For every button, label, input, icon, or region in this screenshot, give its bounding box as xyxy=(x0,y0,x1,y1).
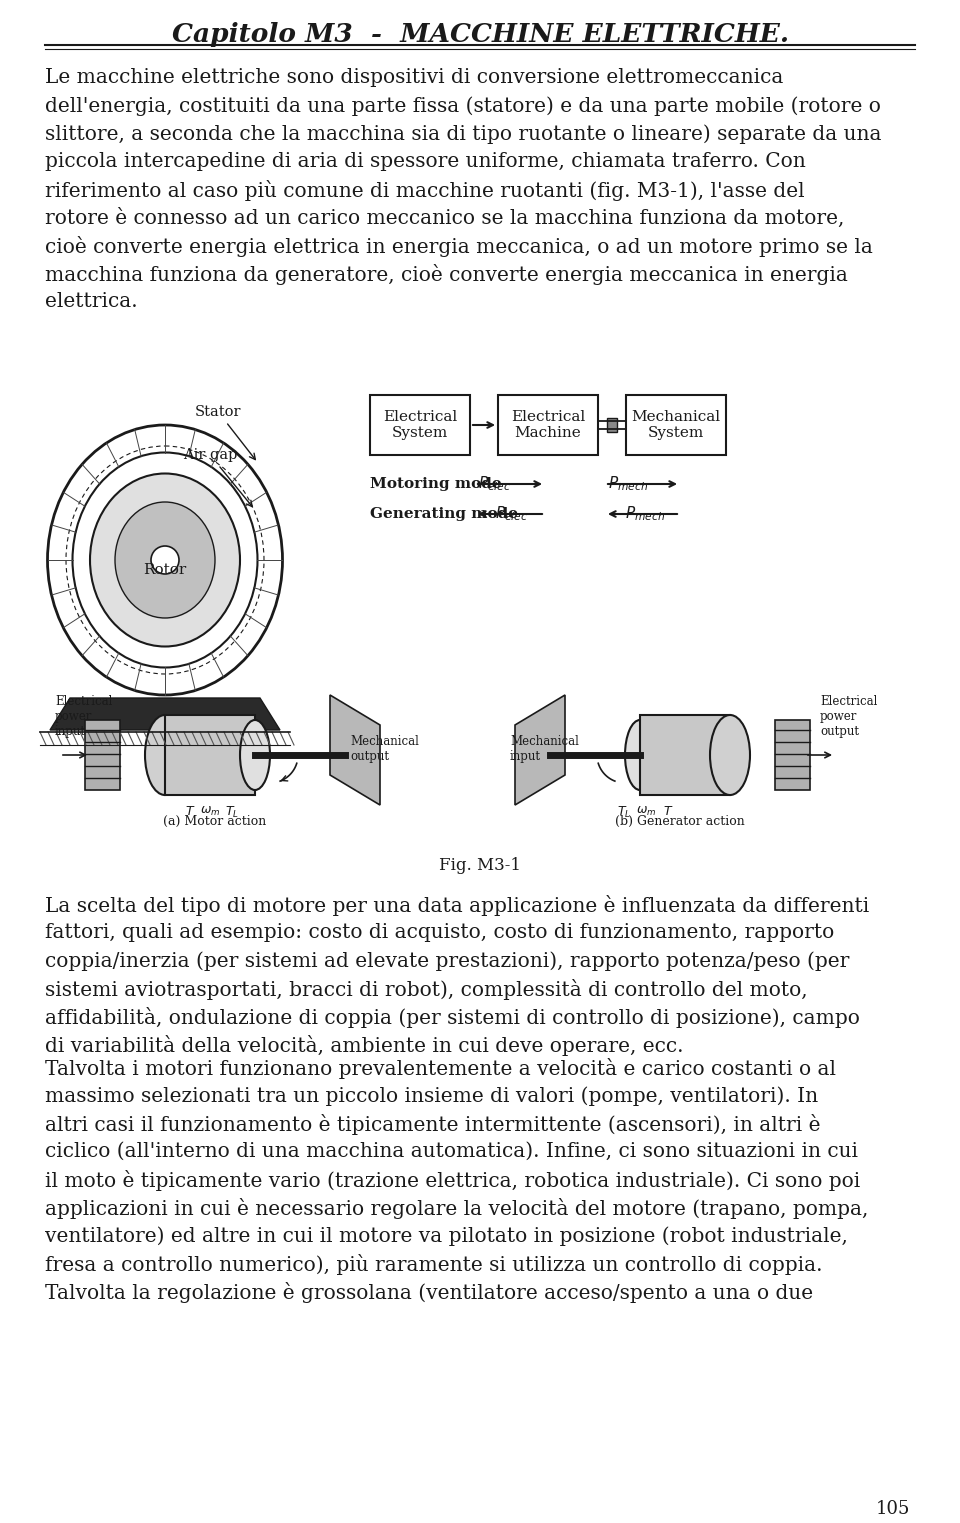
Text: Electrical
System: Electrical System xyxy=(383,410,457,440)
Text: $P_{elec}$: $P_{elec}$ xyxy=(495,504,528,522)
Text: piccola intercapedine di aria di spessore uniforme, chiamata traferro. Con: piccola intercapedine di aria di spessor… xyxy=(45,152,805,171)
Text: ventilatore) ed altre in cui il motore va pilotato in posizione (robot industria: ventilatore) ed altre in cui il motore v… xyxy=(45,1226,848,1246)
Text: ciclico (all'interno di una macchina automatica). Infine, ci sono situazioni in : ciclico (all'interno di una macchina aut… xyxy=(45,1142,858,1161)
Text: sistemi aviotrasportati, bracci di robot), complessità di controllo del moto,: sistemi aviotrasportati, bracci di robot… xyxy=(45,979,807,1001)
Text: $T$: $T$ xyxy=(662,806,673,818)
Ellipse shape xyxy=(115,503,215,618)
Text: $T$: $T$ xyxy=(184,806,195,818)
Text: Air gap: Air gap xyxy=(183,448,252,507)
Text: rotore è connesso ad un carico meccanico se la macchina funziona da motore,: rotore è connesso ad un carico meccanico… xyxy=(45,209,845,228)
FancyBboxPatch shape xyxy=(607,417,617,433)
Text: massimo selezionati tra un piccolo insieme di valori (pompe, ventilatori). In: massimo selezionati tra un piccolo insie… xyxy=(45,1086,818,1106)
Text: (a) Motor action: (a) Motor action xyxy=(163,815,267,829)
Text: Capitolo M3  -  MACCHINE ELETTRICHE.: Capitolo M3 - MACCHINE ELETTRICHE. xyxy=(172,21,788,47)
Text: slittore, a seconda che la macchina sia di tipo ruotante o lineare) separate da : slittore, a seconda che la macchina sia … xyxy=(45,123,881,143)
Text: Stator: Stator xyxy=(195,405,255,460)
Text: $P_{mech}$: $P_{mech}$ xyxy=(625,504,665,522)
Text: dell'energia, costituiti da una parte fissa (statore) e da una parte mobile (rot: dell'energia, costituiti da una parte fi… xyxy=(45,96,881,116)
FancyBboxPatch shape xyxy=(165,714,255,795)
Text: Motoring mode: Motoring mode xyxy=(370,477,502,490)
Text: Fig. M3-1: Fig. M3-1 xyxy=(439,857,521,874)
Ellipse shape xyxy=(710,714,750,795)
Text: (b) Generator action: (b) Generator action xyxy=(615,815,745,829)
Text: Electrical
power
output: Electrical power output xyxy=(820,694,877,739)
Text: Electrical
power
input: Electrical power input xyxy=(55,694,112,739)
Text: $\omega_m$: $\omega_m$ xyxy=(636,806,657,818)
Text: Mechanical
output: Mechanical output xyxy=(350,736,419,763)
Ellipse shape xyxy=(90,474,240,646)
Text: cioè converte energia elettrica in energia meccanica, o ad un motore primo se la: cioè converte energia elettrica in energ… xyxy=(45,236,873,257)
Text: $P_{elec}$: $P_{elec}$ xyxy=(478,474,511,493)
Text: il moto è tipicamente vario (trazione elettrica, robotica industriale). Ci sono : il moto è tipicamente vario (trazione el… xyxy=(45,1170,860,1191)
Text: fresa a controllo numerico), più raramente si utilizza un controllo di coppia.: fresa a controllo numerico), più raramen… xyxy=(45,1253,823,1275)
Text: altri casi il funzionamento è tipicamente intermittente (ascensori), in altri è: altri casi il funzionamento è tipicament… xyxy=(45,1113,821,1135)
Ellipse shape xyxy=(240,720,270,790)
Text: $\omega_m$: $\omega_m$ xyxy=(200,806,220,818)
Text: $T_L$: $T_L$ xyxy=(225,806,239,819)
Text: Mechanical
System: Mechanical System xyxy=(632,410,721,440)
Circle shape xyxy=(151,547,179,574)
Text: Generating mode: Generating mode xyxy=(370,507,518,521)
Text: coppia/inerzia (per sistemi ad elevate prestazioni), rapporto potenza/peso (per: coppia/inerzia (per sistemi ad elevate p… xyxy=(45,950,850,970)
Text: applicazioni in cui è necessario regolare la velocità del motore (trapano, pompa: applicazioni in cui è necessario regolar… xyxy=(45,1199,869,1218)
Text: Le macchine elettriche sono dispositivi di conversione elettromeccanica: Le macchine elettriche sono dispositivi … xyxy=(45,69,783,87)
Polygon shape xyxy=(515,694,565,806)
Text: 105: 105 xyxy=(876,1500,910,1518)
Text: Electrical
Machine: Electrical Machine xyxy=(511,410,586,440)
Text: La scelta del tipo di motore per una data applicazione è influenzata da differen: La scelta del tipo di motore per una dat… xyxy=(45,896,869,915)
Text: Rotor: Rotor xyxy=(143,564,186,577)
Text: riferimento al caso più comune di macchine ruotanti (fig. M3-1), l'asse del: riferimento al caso più comune di macchi… xyxy=(45,180,804,201)
Text: Talvolta i motori funzionano prevalentemente a velocità e carico costanti o al: Talvolta i motori funzionano prevalentem… xyxy=(45,1058,836,1078)
Text: $T_L$: $T_L$ xyxy=(617,806,631,819)
Polygon shape xyxy=(50,698,280,730)
FancyBboxPatch shape xyxy=(85,720,120,790)
Text: $P_{mech}$: $P_{mech}$ xyxy=(608,474,648,493)
Text: macchina funziona da generatore, cioè converte energia meccanica in energia: macchina funziona da generatore, cioè co… xyxy=(45,263,848,285)
Text: Mechanical
input: Mechanical input xyxy=(510,736,579,763)
Polygon shape xyxy=(330,694,380,806)
Text: elettrica.: elettrica. xyxy=(45,292,137,311)
Ellipse shape xyxy=(145,714,185,795)
FancyBboxPatch shape xyxy=(640,714,730,795)
Text: fattori, quali ad esempio: costo di acquisto, costo di funzionamento, rapporto: fattori, quali ad esempio: costo di acqu… xyxy=(45,923,834,943)
FancyBboxPatch shape xyxy=(775,720,810,790)
Text: affidabilità, ondulazione di coppia (per sistemi di controllo di posizione), cam: affidabilità, ondulazione di coppia (per… xyxy=(45,1007,860,1028)
Text: di variabilità della velocità, ambiente in cui deve operare, ecc.: di variabilità della velocità, ambiente … xyxy=(45,1036,684,1055)
Text: Talvolta la regolazione è grossolana (ventilatore acceso/spento a una o due: Talvolta la regolazione è grossolana (ve… xyxy=(45,1282,813,1304)
Ellipse shape xyxy=(625,720,655,790)
